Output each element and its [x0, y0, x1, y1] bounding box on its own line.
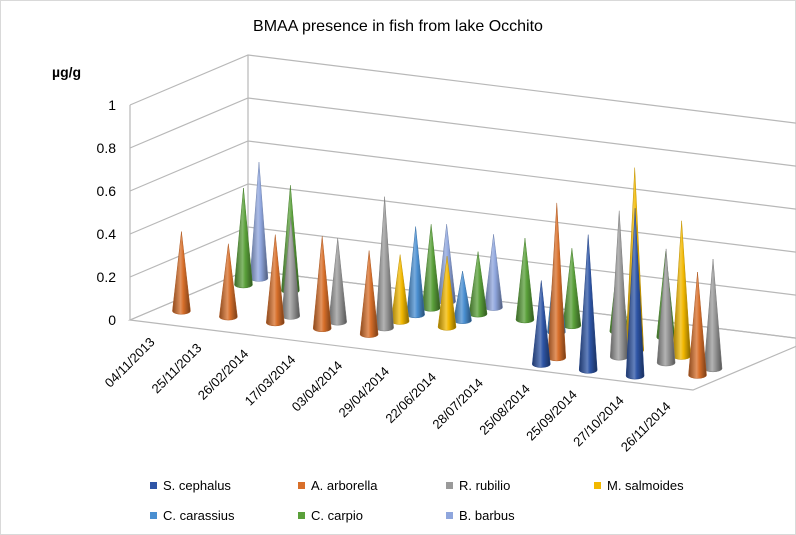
cone-mark: [609, 210, 629, 361]
cone-mark: [249, 162, 269, 282]
floor-outline: [127, 269, 796, 391]
x-tick-label: 04/11/2013: [102, 334, 158, 390]
legend-swatch: [298, 512, 305, 519]
legend-label: A. arborella: [311, 478, 378, 493]
x-tick-label: 29/04/2014: [336, 364, 393, 421]
cone-mark: [578, 234, 598, 374]
cone-mark: [359, 250, 379, 338]
gridline: [129, 183, 796, 253]
cone-mark: [266, 234, 285, 327]
gridline: [129, 97, 796, 167]
legend-item: C. carpio: [298, 508, 363, 523]
gridline: [129, 140, 796, 210]
y-tick-label: 0.8: [97, 140, 117, 156]
legend-swatch: [594, 482, 601, 489]
legend-label: C. carassius: [163, 508, 235, 523]
cone-mark: [656, 248, 676, 367]
y-tick-label: 0: [108, 312, 116, 328]
legend-swatch: [446, 512, 453, 519]
x-tick-label: 27/10/2014: [570, 393, 627, 450]
cone-mark: [672, 220, 691, 360]
y-axis-unit-label: µg/g: [52, 64, 82, 80]
x-tick-label: 25/11/2013: [149, 340, 205, 396]
cone-mark: [437, 256, 457, 331]
legend-swatch: [150, 482, 157, 489]
legend-swatch: [150, 512, 157, 519]
cone-mark: [234, 188, 253, 289]
legend-item: M. salmoides: [594, 478, 684, 493]
legend-item: B. barbus: [446, 508, 515, 523]
y-tick-label: 0.6: [97, 183, 117, 199]
legend-label: S. cephalus: [163, 478, 231, 493]
legend-label: R. rubilio: [459, 478, 511, 493]
cone-mark: [172, 231, 191, 315]
cone-mark: [219, 243, 238, 321]
cone-mark: [421, 224, 441, 312]
cone-mark: [468, 251, 488, 318]
x-tick-label: 26/11/2014: [618, 399, 674, 455]
cone-mark: [625, 208, 645, 380]
x-tick-label: 25/09/2014: [523, 387, 580, 444]
legend-swatch: [446, 482, 453, 489]
gridline: [129, 54, 796, 124]
cone-mark: [562, 248, 582, 330]
x-tick-label: 17/03/2014: [242, 352, 299, 409]
y-tick-label: 0.4: [97, 226, 117, 242]
legend-label: C. carpio: [311, 508, 364, 523]
y-tick-label: 1: [108, 97, 116, 113]
legend-item: R. rubilio: [446, 478, 510, 493]
cone-mark: [547, 202, 567, 362]
chart-title: BMAA presence in fish from lake Occhito: [253, 18, 543, 35]
legend-label: M. salmoides: [607, 478, 684, 493]
x-tick-label: 28/07/2014: [429, 375, 486, 432]
legend-item: C. carassius: [150, 508, 235, 523]
y-tick-label: 0.2: [97, 269, 117, 285]
cone-mark: [515, 238, 535, 324]
legend-item: S. cephalus: [150, 478, 231, 493]
x-tick-label: 26/02/2014: [195, 346, 252, 403]
legend-label: B. barbus: [459, 508, 515, 523]
cone-mark: [703, 258, 723, 373]
x-tick-label: 25/08/2014: [476, 381, 533, 438]
cone-mark: [688, 272, 707, 379]
legend-item: A. arborella: [298, 478, 377, 493]
cone-mark: [406, 226, 425, 319]
cone-mark: [484, 234, 503, 311]
legend-swatch: [298, 482, 305, 489]
cone-mark: [532, 280, 551, 368]
cone-mark: [375, 196, 394, 332]
x-tick-label: 03/04/2014: [289, 358, 346, 415]
cone-mark: [312, 236, 332, 333]
x-tick-label: 22/06/2014: [382, 369, 439, 426]
